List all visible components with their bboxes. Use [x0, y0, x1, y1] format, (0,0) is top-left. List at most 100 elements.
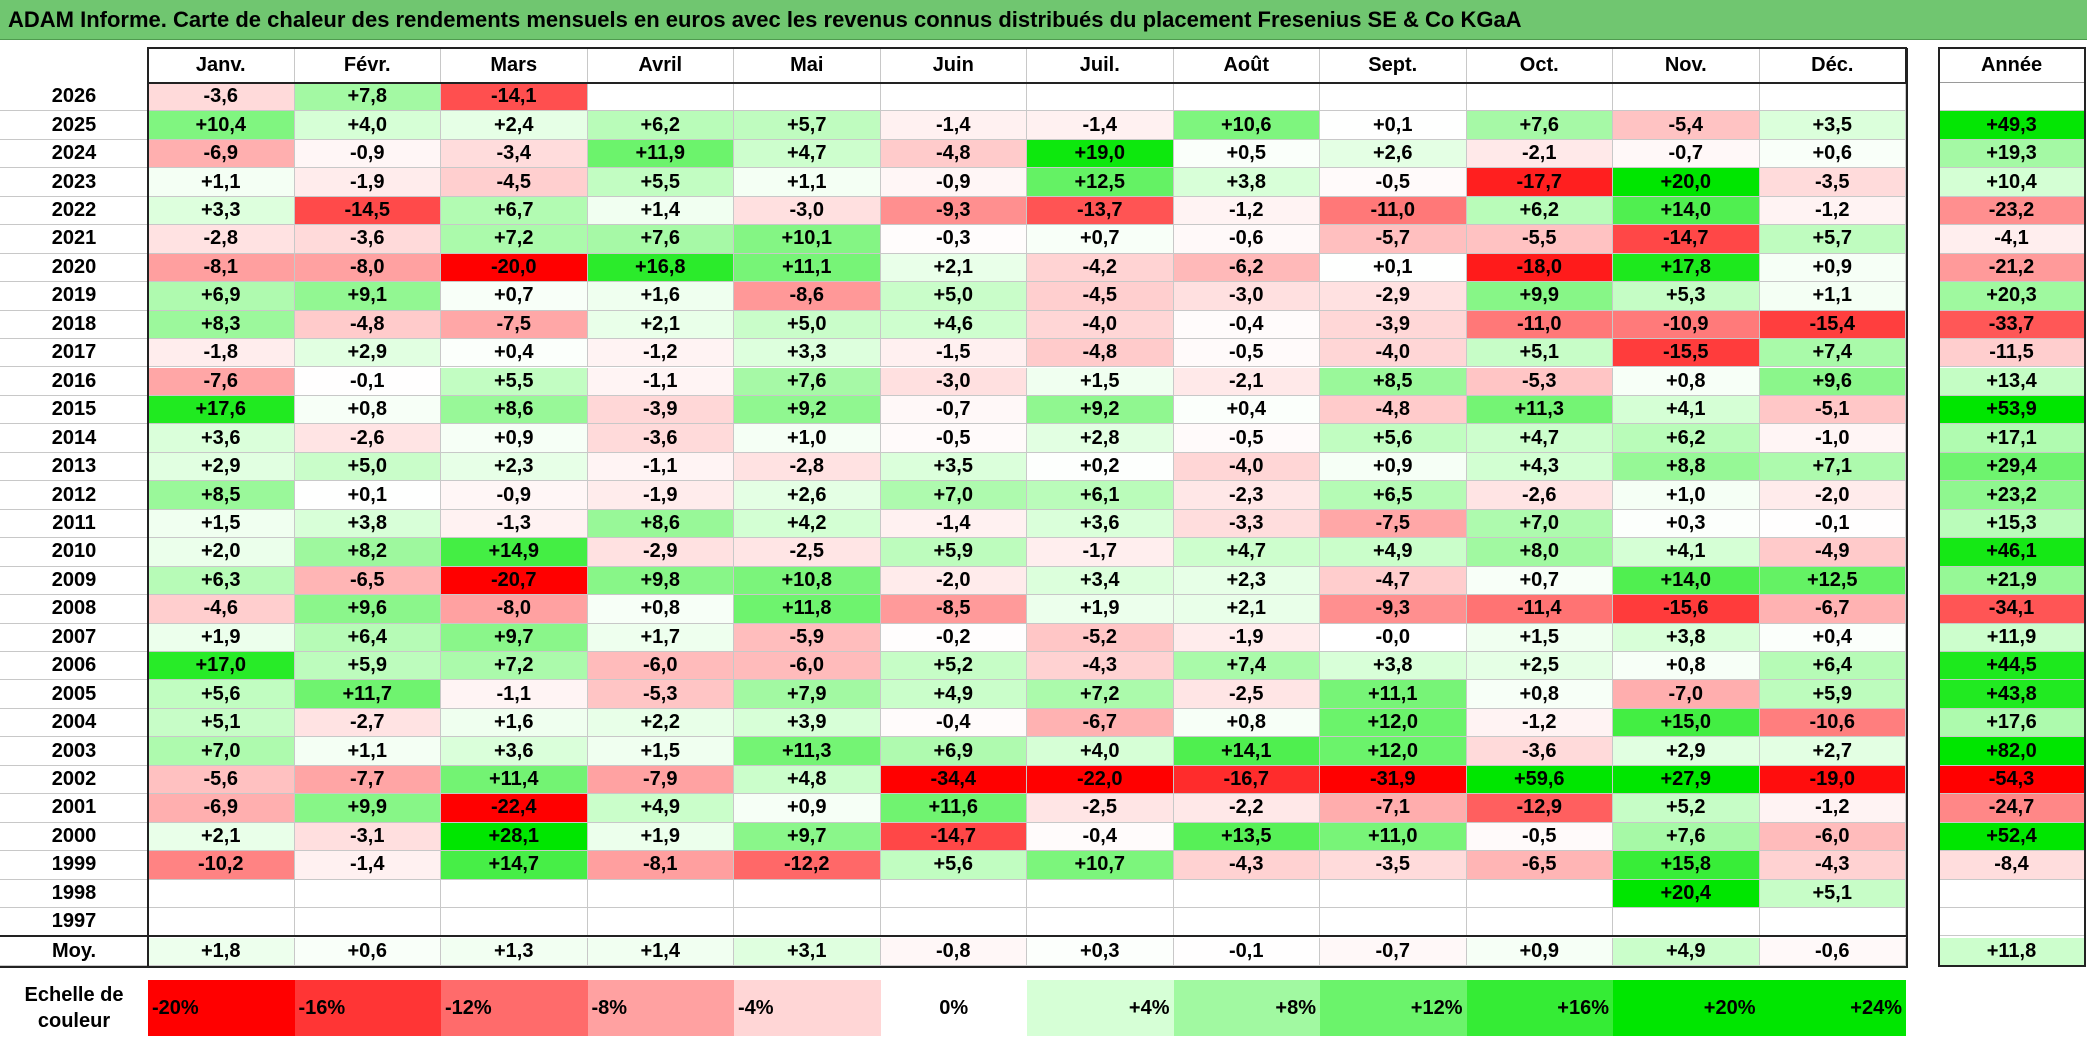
- heatmap-cell: +4,8: [734, 765, 881, 795]
- heatmap-cell: [1466, 879, 1613, 909]
- heatmap-cell: +4,2: [734, 509, 881, 539]
- heatmap-cell: -8,1: [148, 253, 295, 283]
- heatmap-cell: +0,1: [1320, 253, 1467, 283]
- heatmap-cell: +5,9: [880, 538, 1027, 567]
- heatmap-cell: -1,2: [587, 339, 734, 368]
- year-label: 2010: [0, 538, 148, 567]
- heatmap-cell: -15,4: [1759, 310, 1906, 340]
- annual-cell: +21,9: [1939, 566, 2085, 596]
- average-label: Moy.: [0, 938, 148, 966]
- heatmap-cell: +2,6: [1320, 139, 1467, 169]
- heatmap-cell: +1,5: [148, 509, 295, 539]
- heatmap-cell: -31,9: [1320, 765, 1467, 795]
- year-column-header: Année: [1939, 48, 2085, 83]
- heatmap-cell: +15,0: [1613, 708, 1760, 738]
- heatmap-cell: -0,7: [880, 395, 1027, 425]
- heatmap-cell: -4,8: [294, 310, 441, 340]
- color-scale-swatch: -4%: [734, 980, 881, 1036]
- year-label: 2000: [0, 822, 148, 852]
- heatmap-cell: +6,5: [1320, 481, 1467, 510]
- heatmap-cell: +6,3: [148, 566, 295, 596]
- month-header: Janv.: [148, 48, 295, 83]
- heatmap-cell: -5,9: [734, 623, 881, 652]
- heatmap-cell: +6,4: [294, 623, 441, 652]
- annual-cell: -34,1: [1939, 595, 2085, 624]
- average-cell: +3,1: [734, 938, 881, 966]
- heatmap-cell: -5,6: [148, 765, 295, 795]
- heatmap-cell: -10,9: [1613, 310, 1760, 340]
- heatmap-cell: +9,6: [1759, 367, 1906, 396]
- annual-cell: +52,4: [1939, 822, 2085, 852]
- heatmap-cell: [587, 83, 734, 112]
- heatmap-cell: +2,9: [148, 452, 295, 482]
- heatmap-cell: -1,4: [880, 111, 1027, 140]
- heatmap-cell: +1,0: [734, 424, 881, 453]
- heatmap-cell: +7,1: [1759, 452, 1906, 482]
- annual-cell: [1939, 83, 2085, 112]
- heatmap-cell: -1,1: [587, 452, 734, 482]
- heatmap-cell: -3,5: [1320, 851, 1467, 880]
- heatmap-cell: +1,5: [1027, 367, 1174, 396]
- year-label: 2026: [0, 83, 148, 112]
- heatmap-cell: -3,6: [1466, 737, 1613, 766]
- heatmap-cell: +4,0: [1027, 737, 1174, 766]
- heatmap-cell: -14,5: [294, 196, 441, 226]
- heatmap-cell: [1027, 908, 1174, 937]
- month-header: Mars: [441, 48, 588, 83]
- heatmap-cell: [1027, 83, 1174, 112]
- heatmap-cell: -2,7: [294, 708, 441, 738]
- heatmap-cell: -5,4: [1613, 111, 1760, 140]
- heatmap-cell: -0,4: [880, 708, 1027, 738]
- title-bar: ADAM Informe. Carte de chaleur des rende…: [0, 0, 2087, 40]
- annual-cell: -4,1: [1939, 225, 2085, 254]
- heatmap-cell: +1,9: [1027, 595, 1174, 624]
- heatmap-cell: +2,7: [1759, 737, 1906, 766]
- heatmap-cell: -0,9: [441, 481, 588, 510]
- heatmap-cell: -2,5: [1173, 680, 1320, 709]
- heatmap-cell: +0,9: [1320, 452, 1467, 482]
- heatmap-cell: +4,1: [1613, 395, 1760, 425]
- color-scale-label: Echelle de couleur: [24, 984, 124, 1032]
- heatmap-cell: -6,5: [294, 566, 441, 596]
- heatmap-cell: +9,7: [441, 623, 588, 652]
- heatmap-cell: +2,0: [148, 538, 295, 567]
- color-scale-swatch: 0%: [880, 980, 1027, 1036]
- heatmap-cell: [734, 879, 881, 909]
- heatmap-cell: -6,0: [734, 652, 881, 681]
- heatmap-cell: +2,2: [587, 708, 734, 738]
- heatmap-cell: -4,3: [1173, 851, 1320, 880]
- heatmap-cell: +6,1: [1027, 481, 1174, 510]
- heatmap-cell: -4,7: [1320, 566, 1467, 596]
- heatmap-cell: -6,0: [587, 652, 734, 681]
- heatmap-cell: +2,8: [1027, 424, 1174, 453]
- heatmap-cell: +15,8: [1613, 851, 1760, 880]
- heatmap-cell: +8,6: [441, 395, 588, 425]
- heatmap-cell: +11,0: [1320, 822, 1467, 852]
- heatmap-cell: +7,2: [441, 225, 588, 254]
- heatmap-cell: -3,9: [1320, 310, 1467, 340]
- month-grid-left-line: [147, 48, 149, 966]
- heatmap-cell: -20,0: [441, 253, 588, 283]
- annual-cell: +49,3: [1939, 111, 2085, 140]
- heatmap-cell: +0,9: [1759, 253, 1906, 283]
- heatmap-cell: -6,9: [148, 139, 295, 169]
- heatmap-cell: +8,3: [148, 310, 295, 340]
- heatmap-cell: +7,0: [880, 481, 1027, 510]
- heatmap-cell: +1,9: [148, 623, 295, 652]
- heatmap-cell: +0,6: [1759, 139, 1906, 169]
- average-cell: -0,6: [1759, 938, 1906, 966]
- heatmap-cell: +11,1: [1320, 680, 1467, 709]
- heatmap-cell: -4,0: [1027, 310, 1174, 340]
- heatmap-cell: +9,2: [734, 395, 881, 425]
- heatmap-cell: +0,7: [441, 282, 588, 311]
- heatmap-cell: +4,9: [587, 794, 734, 823]
- heatmap-cell: +11,8: [734, 595, 881, 624]
- heatmap-cell: -0,2: [880, 623, 1027, 652]
- heatmap-cell: +1,6: [441, 708, 588, 738]
- year-label: 2025: [0, 111, 148, 140]
- heatmap-cell: -3,5: [1759, 168, 1906, 197]
- month-header: Nov.: [1613, 48, 1760, 83]
- heatmap-cell: -5,2: [1027, 623, 1174, 652]
- heatmap-cell: +5,2: [1613, 794, 1760, 823]
- heatmap-cell: +2,9: [294, 339, 441, 368]
